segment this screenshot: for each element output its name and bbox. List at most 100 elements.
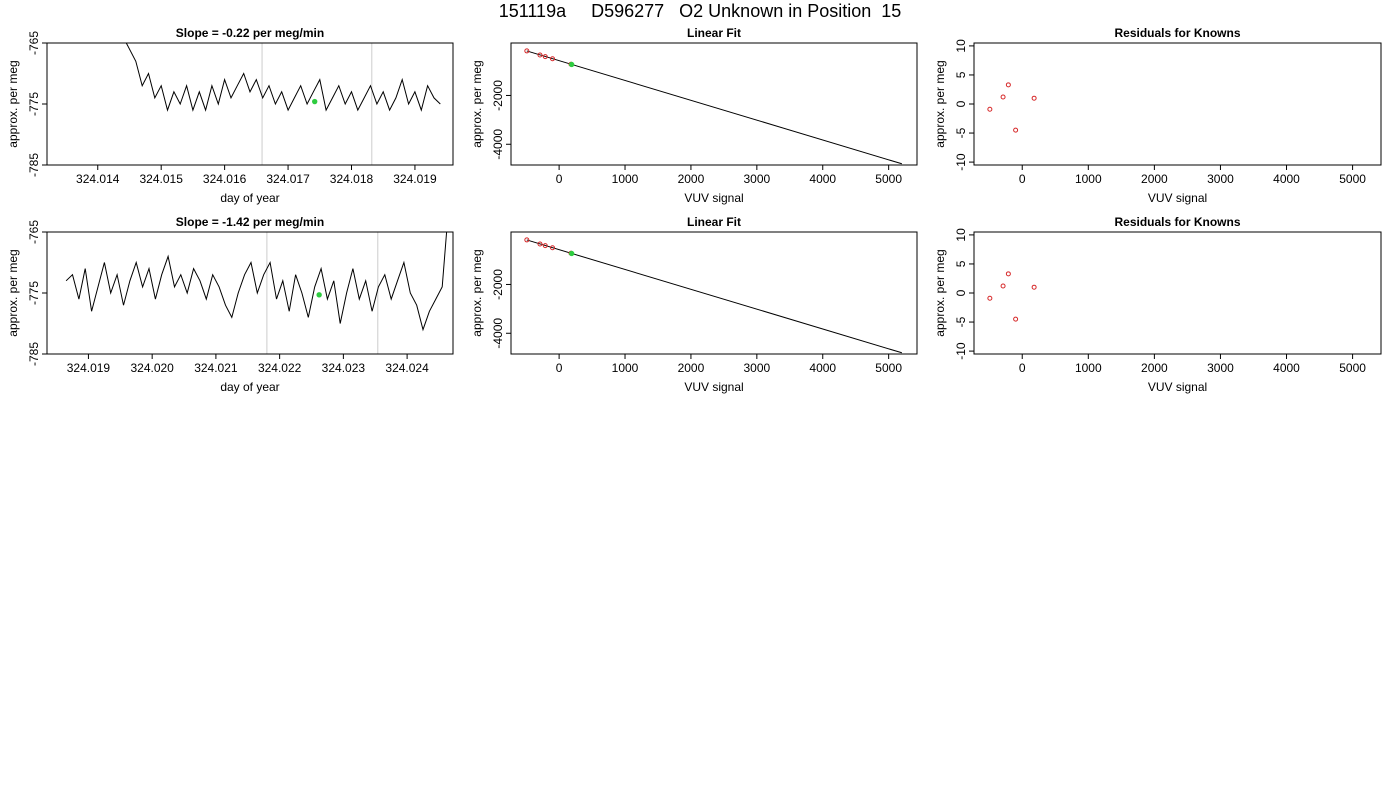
x-tick-label: 3000 (743, 361, 770, 375)
x-tick-label: 4000 (1273, 172, 1300, 186)
plot-frame (510, 42, 918, 166)
y-tick-label: 5 (954, 260, 968, 267)
plot-area (65, 232, 448, 332)
known-point (524, 237, 530, 243)
x-tick-label: 3000 (1207, 172, 1234, 186)
x-tick-label: 324.015 (139, 172, 183, 186)
panel-1: Slope = -0.22 per meg/min 324.014 324.015 3… (6, 26, 454, 205)
y-axis-label: approx. per meg (470, 60, 484, 147)
residual-point (1005, 82, 1011, 88)
x-tick-label: 2000 (1141, 361, 1168, 375)
x-tick-label: 4000 (1273, 361, 1300, 375)
unknown-marker (312, 98, 318, 105)
x-tick-label: 5000 (875, 361, 902, 375)
panel-title: Slope = -0.22 per meg/min (176, 26, 324, 40)
x-tick-label: 324.022 (258, 361, 302, 375)
residual-point (1031, 284, 1037, 290)
residual-point (1000, 283, 1006, 289)
plot-area (987, 271, 1037, 322)
x-tick-label: 1000 (1075, 361, 1102, 375)
residual-point (1000, 94, 1006, 100)
y-axis-label: approx. per meg (933, 60, 947, 147)
unknown-marker (316, 292, 322, 298)
residual-point (987, 106, 993, 112)
x-tick-label: 324.021 (194, 361, 238, 375)
x-axis-label: day of year (220, 191, 279, 205)
x-tick-label: 3000 (743, 172, 770, 186)
series-line (125, 43, 441, 112)
x-tick-label: 0 (556, 172, 563, 186)
y-axis-label: approx. per meg (6, 60, 20, 147)
y-tick-label: -5 (954, 316, 968, 327)
x-tick-label: 5000 (1339, 361, 1366, 375)
y-tick-label: -785 (27, 153, 41, 177)
fit-line (526, 239, 902, 354)
y-tick-label: -5 (954, 127, 968, 138)
panel-3: Residuals for Knowns 0 1000 2000 3000 4000 500… (933, 26, 1382, 205)
y-tick-label: -775 (27, 92, 41, 116)
x-tick-label: 324.016 (203, 172, 247, 186)
x-tick-label: 3000 (1207, 361, 1234, 375)
x-tick-label: 4000 (809, 361, 836, 375)
y-axis-label: approx. per meg (470, 249, 484, 336)
x-tick-label: 2000 (678, 172, 705, 186)
x-tick-label: 1000 (1075, 172, 1102, 186)
plot-frame (510, 231, 918, 355)
x-tick-label: 0 (1019, 361, 1026, 375)
residual-point (1005, 271, 1011, 277)
y-tick-label: -765 (27, 220, 41, 244)
y-tick-label: 5 (954, 71, 968, 78)
y-tick-label: -2000 (491, 269, 505, 300)
x-tick-label: 2000 (678, 361, 705, 375)
known-point (537, 241, 543, 247)
x-tick-label: 324.018 (330, 172, 374, 186)
panel-title: Linear Fit (687, 26, 741, 40)
known-point (537, 52, 543, 58)
x-axis-label: VUV signal (684, 191, 743, 205)
known-point (542, 243, 548, 249)
x-tick-label: 324.014 (76, 172, 120, 186)
x-tick-label: 2000 (1141, 172, 1168, 186)
y-tick-label: -4000 (491, 129, 505, 160)
panel-5: Linear Fit 0 1000 2000 3000 4000 5000 -4000 -200… (470, 215, 918, 394)
y-tick-label: -10 (954, 342, 968, 360)
y-tick-label: -4000 (491, 318, 505, 349)
y-axis-label: approx. per meg (6, 249, 20, 336)
x-tick-label: 0 (556, 361, 563, 375)
panel-title: Slope = -1.42 per meg/min (176, 215, 324, 229)
y-tick-label: 10 (954, 228, 968, 242)
y-axis-label: approx. per meg (933, 249, 947, 336)
plot-area (125, 43, 441, 112)
x-tick-label: 5000 (1339, 172, 1366, 186)
unknown-point (568, 61, 575, 68)
x-tick-label: 324.019 (393, 172, 437, 186)
y-tick-label: -2000 (491, 80, 505, 111)
panel-4: Slope = -1.42 per meg/min 324.019 324.020 3… (6, 215, 454, 394)
panel-2: Linear Fit 0 1000 2000 3000 4000 5000 -4000 -200… (470, 26, 918, 205)
fit-line (526, 50, 902, 165)
x-tick-label: 324.017 (266, 172, 310, 186)
y-tick-label: -765 (27, 31, 41, 55)
y-tick-label: 0 (954, 289, 968, 296)
panel-title: Linear Fit (687, 215, 741, 229)
panel-title: Residuals for Knowns (1114, 215, 1240, 229)
x-tick-label: 0 (1019, 172, 1026, 186)
x-tick-label: 1000 (612, 361, 639, 375)
x-tick-label: 1000 (612, 172, 639, 186)
plot-area (987, 82, 1037, 133)
residual-point (1013, 316, 1019, 322)
residual-point (1031, 95, 1037, 101)
series-line (65, 232, 448, 332)
x-tick-label: 4000 (809, 172, 836, 186)
known-point (524, 48, 530, 54)
panel-title: Residuals for Knowns (1114, 26, 1240, 40)
plot-frame (46, 42, 454, 166)
plot-frame (46, 231, 454, 355)
plot-frame (973, 231, 1382, 355)
page-title: 151119a D596277 O2 Unknown in Position 1… (498, 1, 902, 21)
x-tick-label: 324.023 (322, 361, 366, 375)
x-tick-label: 5000 (875, 172, 902, 186)
residual-point (1013, 127, 1019, 133)
unknown-point (568, 250, 575, 257)
x-axis-label: VUV signal (1148, 191, 1207, 205)
